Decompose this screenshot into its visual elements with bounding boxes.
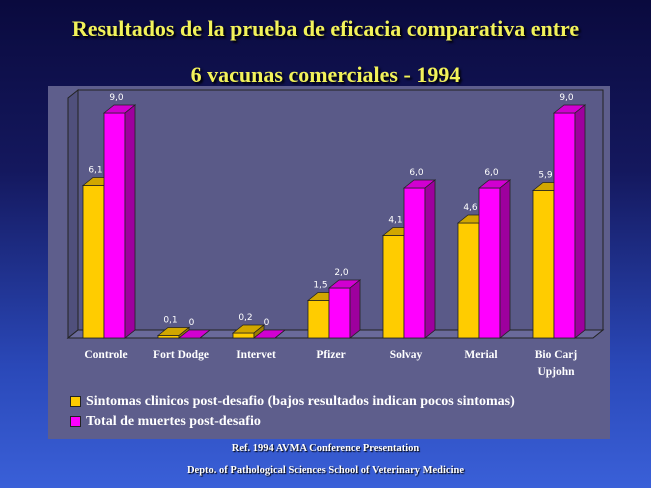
category-label: Solvay [390,349,423,361]
data-label-deaths: 0 [264,318,270,328]
data-label-symptoms: 4,1 [388,216,402,226]
bar-deaths-front [478,187,501,339]
data-label-deaths: 9,0 [109,93,124,103]
data-label-deaths: 0 [189,318,195,328]
category-label: Intervet [236,349,276,361]
data-label-deaths: 9,0 [559,93,574,103]
bar-deaths-side [349,279,361,339]
data-label-symptoms: 0,1 [163,316,177,326]
data-label-symptoms: 4,6 [463,203,478,213]
bar-deaths-front [328,287,351,339]
bar-deaths-front [103,112,126,339]
bar-deaths-front [403,187,426,339]
data-label-symptoms: 0,2 [238,313,252,323]
category-label: Controle [84,349,127,361]
bar-symptoms-front [382,235,405,339]
bar-symptoms-front [82,185,105,339]
category-label: Bio Carj [535,349,578,361]
bar-deaths-side [124,104,136,339]
data-label-symptoms: 6,1 [88,166,102,176]
legend-swatch-deaths [70,416,81,428]
footer-department: Depto. of Pathological Sciences School o… [186,465,465,476]
bar-deaths-front [553,112,576,339]
legend-item-symptoms: Sintomas clinicos post-desafio (bajos re… [70,394,515,410]
bar-symptoms-front [307,300,330,339]
bar-deaths-side [199,329,211,339]
bar-chart: 6,1 9,0 Controle 0,1 0 Fort Dodge 0,2 0 Intervet… [66,88,605,378]
bar-deaths-side [574,104,586,339]
legend-swatch-symptoms [70,396,81,408]
data-label-symptoms: 1,5 [313,281,327,291]
footer-reference: Ref. 1994 AVMA Conference Presentation [231,443,420,454]
bar-deaths-side [499,179,511,339]
chart-title-line-1: Resultados de la prueba de eficacia comp… [71,16,580,41]
bar-deaths-side [424,179,436,339]
data-label-deaths: 6,0 [409,168,424,178]
chart-title-line-2: 6 vacunas comerciales - 1994 [190,62,461,87]
category-label: Pfizer [316,349,345,361]
bar-symptoms-front [457,222,480,339]
data-label-deaths: 6,0 [484,168,499,178]
legend-item-deaths: Total de muertes post-desafio [70,414,261,430]
data-label-symptoms: 5,9 [538,171,553,181]
category-label: Merial [464,349,497,361]
category-label: Upjohn [537,366,575,378]
chart-side-wall [67,88,79,340]
bar-deaths-side [274,329,286,339]
data-label-deaths: 2,0 [334,268,349,278]
legend-label-deaths: Total de muertes post-desafio [86,414,261,429]
category-label: Fort Dodge [153,349,209,361]
bar-symptoms-front [232,332,255,339]
bar-symptoms-front [532,190,555,339]
legend-label-symptoms: Sintomas clinicos post-desafio (bajos re… [86,394,515,409]
